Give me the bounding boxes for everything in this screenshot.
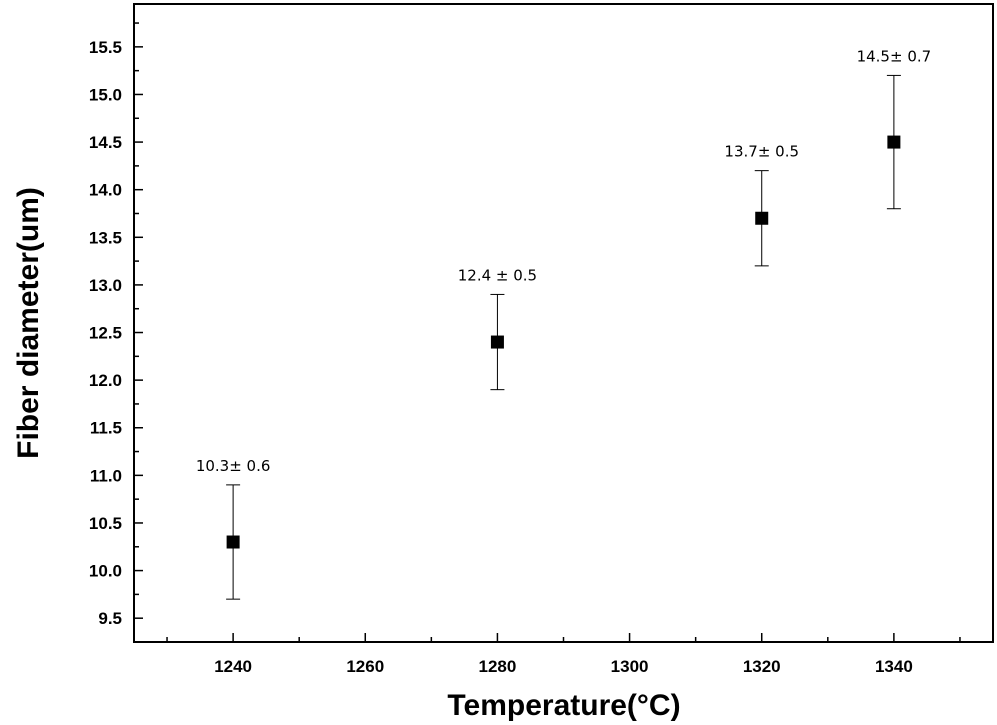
data-label: 13.7± 0.5: [724, 143, 799, 161]
data-point-group: 13.7± 0.5: [724, 143, 799, 267]
y-tick-label: 11.0: [90, 466, 122, 485]
y-tick-label: 13.5: [89, 228, 122, 247]
x-tick-label: 1320: [743, 657, 781, 676]
plot-frame: [133, 3, 994, 643]
data-label: 12.4 ± 0.5: [458, 266, 537, 284]
x-tick-label: 1340: [875, 657, 913, 676]
y-tick-label: 15.0: [89, 85, 122, 104]
y-tick-label: 14.5: [89, 133, 122, 152]
y-tick-label: 11.5: [90, 419, 122, 438]
data-point-group: 14.5± 0.7: [857, 47, 932, 210]
x-tick-label: 1240: [214, 657, 252, 676]
y-axis-title: Fiber diameter(um): [12, 187, 45, 459]
y-tick-label: 10.5: [89, 514, 122, 533]
x-axis-ticks: 1240 1260 1280 1300 1320 1340: [166, 633, 961, 676]
y-tick-label: 12.5: [89, 324, 122, 343]
y-tick-label: 13.0: [89, 276, 122, 295]
y-tick-label: 10.0: [89, 562, 122, 581]
y-tick-label: 15.5: [89, 38, 122, 57]
data-label: 14.5± 0.7: [857, 47, 932, 65]
x-tick-label: 1280: [479, 657, 517, 676]
data-point: [226, 535, 240, 549]
data-point-group: 10.3± 0.6: [196, 457, 271, 600]
y-axis-ticks: 9.5 10.0 10.5 11.0 11.5 12.0 12.5 13.0 13.5 14.0 1…: [89, 22, 143, 628]
y-tick-label: 9.5: [98, 609, 122, 628]
data-point: [755, 211, 769, 225]
data-point: [490, 335, 504, 349]
data-points: 10.3± 0.6 12.4 ± 0.5 13.7± 0.5 14.5± 0.7: [196, 47, 932, 600]
y-tick-label: 14.0: [89, 181, 122, 200]
x-tick-label: 1300: [611, 657, 649, 676]
y-tick-label: 12.0: [89, 371, 122, 390]
data-point-group: 12.4 ± 0.5: [458, 266, 537, 391]
x-axis-title: Temperature(°C): [447, 689, 680, 722]
data-label: 10.3± 0.6: [196, 457, 271, 475]
data-point: [887, 135, 901, 149]
x-tick-label: 1260: [346, 657, 384, 676]
